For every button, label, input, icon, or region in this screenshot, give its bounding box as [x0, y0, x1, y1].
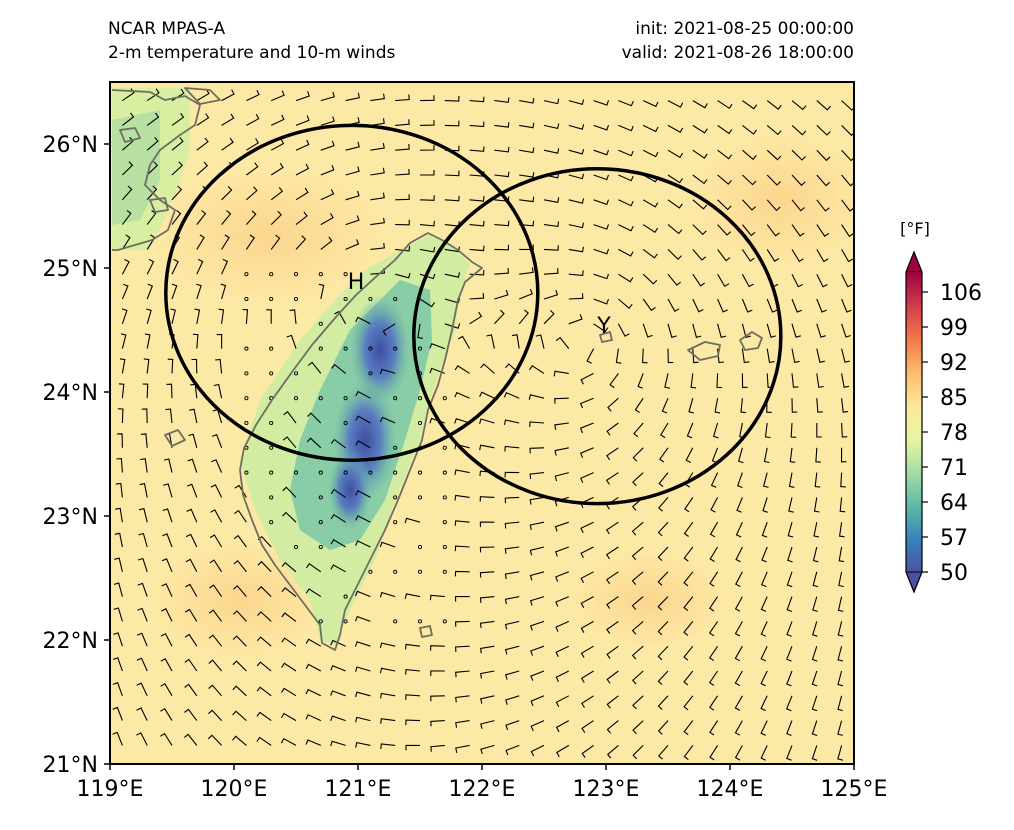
colorbar-tick-label: 106 — [940, 281, 982, 306]
lon-tick-label: 121°E — [325, 777, 392, 802]
colorbar-tick-label: 78 — [940, 421, 968, 446]
latitude-axis: 21°N 22°N 23°N 24°N 25°N 26°N — [43, 133, 110, 778]
colorbar-tick-label: 71 — [940, 456, 968, 481]
lat-tick-label: 25°N — [43, 257, 98, 282]
lon-tick-label: 122°E — [449, 777, 516, 802]
lat-tick-label: 21°N — [43, 753, 98, 778]
lat-tick-label: 24°N — [43, 381, 98, 406]
lon-tick-label: 124°E — [697, 777, 764, 802]
lat-tick-label: 22°N — [43, 629, 98, 654]
colorbar-tick-label: 92 — [940, 351, 968, 376]
warm-region — [570, 550, 730, 650]
colorbar-ticks: 50 57 64 71 78 85 92 99 106 — [922, 281, 982, 586]
lat-tick-label: 23°N — [43, 505, 98, 530]
weather-map: H Y 119°E 120°E 121°E 122°E 123°E 124°E 125°E … — [0, 0, 1014, 830]
colorbar-extend-min — [906, 572, 922, 592]
colorbar-tick-label: 85 — [940, 386, 968, 411]
plot-area: H Y — [110, 82, 870, 764]
lon-tick-label: 125°E — [821, 777, 888, 802]
typhoon-label: Y — [596, 314, 611, 339]
colorbar-extend-max — [906, 252, 922, 272]
longitude-axis: 119°E 120°E 121°E 122°E 123°E 124°E 125°E — [77, 764, 888, 802]
colorbar-tick-label: 50 — [940, 561, 968, 586]
colorbar-tick-label: 57 — [940, 526, 968, 551]
lat-tick-label: 26°N — [43, 133, 98, 158]
high-pressure-label: H — [348, 270, 365, 295]
colorbar: [°F] 50 57 64 71 78 85 92 99 106 — [900, 219, 982, 592]
lon-tick-label: 123°E — [573, 777, 640, 802]
colorbar-tick-label: 99 — [940, 316, 968, 341]
lon-tick-label: 119°E — [77, 777, 144, 802]
lon-tick-label: 120°E — [201, 777, 268, 802]
colorbar-tick-label: 64 — [940, 491, 968, 516]
colorbar-gradient — [906, 272, 922, 572]
colorbar-unit: [°F] — [900, 219, 930, 238]
